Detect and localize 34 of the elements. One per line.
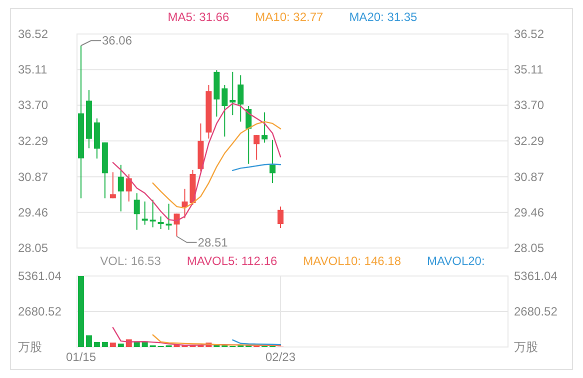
y2-tick-label: 30.87 — [514, 170, 544, 184]
y2-tick-label: 32.29 — [514, 134, 544, 148]
legend: MA5: 31.66 MA10: 32.77 MA20: 31.35 — [168, 10, 418, 24]
bar — [78, 276, 84, 347]
y-tick-label: 36.52 — [18, 27, 48, 41]
bar — [86, 335, 92, 347]
y2-tick-label: 2680.52 — [514, 304, 558, 318]
x-tick-label: 01/15 — [66, 350, 96, 364]
bar — [102, 342, 108, 347]
y2-tick-label: 29.46 — [514, 205, 544, 220]
y2-tick-label: 35.11 — [514, 62, 544, 77]
y2-tick-label: 36.52 — [514, 27, 544, 41]
legend: VOL: 16.53 MAVOL5: 112.16 MAVOL10: 146.18 MAVOL20: — [100, 254, 485, 268]
bar — [118, 344, 124, 347]
bar — [94, 342, 100, 347]
y-tick-label: 2680.52 — [18, 304, 62, 318]
y-tick-label: 29.46 — [18, 205, 48, 220]
annotation: 36.06 — [102, 34, 132, 48]
y-axis-title: 万股 — [18, 340, 42, 354]
y2-tick-label: 33.70 — [514, 98, 544, 112]
annotation: 28.51 — [198, 235, 228, 250]
y2-tick-label: 28.05 — [514, 241, 544, 255]
bar — [110, 342, 116, 347]
line-series — [152, 334, 282, 346]
y-tick-label: 33.70 — [18, 98, 48, 112]
y2-axis-title: 万股 — [514, 340, 538, 354]
y2-tick-label: 5361.04 — [514, 269, 558, 283]
y-tick-label: 28.05 — [18, 241, 48, 255]
x-tick-label: 02/23 — [266, 350, 296, 364]
y-tick-label: 5361.04 — [18, 269, 62, 283]
y-tick-label: 30.87 — [18, 170, 48, 184]
y-tick-label: 35.11 — [18, 62, 48, 77]
y-tick-label: 32.29 — [18, 134, 48, 148]
line-series — [112, 326, 282, 346]
